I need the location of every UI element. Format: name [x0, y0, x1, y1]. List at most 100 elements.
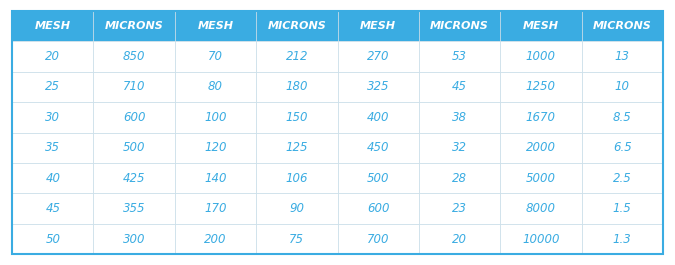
Text: 6.5: 6.5	[613, 141, 632, 154]
Bar	[338, 163, 418, 193]
Text: 30: 30	[45, 111, 60, 124]
Bar	[256, 193, 338, 224]
Text: 150: 150	[286, 111, 308, 124]
Bar	[338, 41, 418, 72]
Bar	[12, 163, 93, 193]
Text: MICRONS: MICRONS	[267, 21, 326, 31]
Bar	[418, 132, 500, 163]
Bar	[418, 72, 500, 102]
Text: 53: 53	[452, 50, 467, 63]
Text: MESH: MESH	[523, 21, 559, 31]
Bar	[500, 132, 581, 163]
Text: MESH: MESH	[35, 21, 71, 31]
Text: 1.3: 1.3	[613, 233, 632, 246]
Text: 2000: 2000	[526, 141, 556, 154]
Text: 700: 700	[367, 233, 389, 246]
Bar	[256, 224, 338, 254]
Text: 10000: 10000	[522, 233, 560, 246]
Bar	[338, 132, 418, 163]
Bar	[581, 163, 663, 193]
Bar	[12, 102, 93, 132]
Text: 1250: 1250	[526, 80, 556, 93]
Text: 500: 500	[123, 141, 145, 154]
Text: 355: 355	[123, 202, 145, 215]
Text: 125: 125	[286, 141, 308, 154]
Text: MESH: MESH	[198, 21, 234, 31]
Text: 170: 170	[205, 202, 227, 215]
Bar	[500, 163, 581, 193]
Text: MICRONS: MICRONS	[593, 21, 651, 31]
Text: 23: 23	[452, 202, 467, 215]
Bar	[175, 11, 256, 41]
Bar	[175, 224, 256, 254]
Text: 35: 35	[45, 141, 60, 154]
Bar	[338, 193, 418, 224]
Text: 90: 90	[290, 202, 304, 215]
Text: 13: 13	[615, 50, 630, 63]
Text: 75: 75	[290, 233, 304, 246]
Bar	[418, 41, 500, 72]
Text: MESH: MESH	[360, 21, 396, 31]
Bar	[12, 193, 93, 224]
Text: 120: 120	[205, 141, 227, 154]
Bar	[175, 193, 256, 224]
Bar	[256, 102, 338, 132]
Text: 32: 32	[452, 141, 467, 154]
Bar	[581, 224, 663, 254]
Text: 270: 270	[367, 50, 389, 63]
Text: 106: 106	[286, 172, 308, 185]
Text: 450: 450	[367, 141, 389, 154]
Bar	[418, 163, 500, 193]
Bar	[93, 72, 175, 102]
Text: 45: 45	[452, 80, 467, 93]
Bar	[256, 132, 338, 163]
Text: 20: 20	[45, 50, 60, 63]
Text: MICRONS: MICRONS	[105, 21, 163, 31]
Bar	[93, 11, 175, 41]
Text: 28: 28	[452, 172, 467, 185]
Bar	[256, 41, 338, 72]
Text: 38: 38	[452, 111, 467, 124]
Text: 70: 70	[208, 50, 223, 63]
Text: 25: 25	[45, 80, 60, 93]
Text: 300: 300	[123, 233, 145, 246]
Bar	[93, 102, 175, 132]
Bar	[175, 41, 256, 72]
Bar	[175, 102, 256, 132]
Bar	[256, 72, 338, 102]
Bar	[500, 102, 581, 132]
Text: 20: 20	[452, 233, 467, 246]
Bar	[581, 132, 663, 163]
Bar	[500, 224, 581, 254]
Bar	[93, 193, 175, 224]
Bar	[581, 11, 663, 41]
Text: 600: 600	[123, 111, 145, 124]
Bar	[418, 224, 500, 254]
Bar	[338, 224, 418, 254]
Bar	[338, 11, 418, 41]
Bar	[93, 163, 175, 193]
Text: 710: 710	[123, 80, 145, 93]
Text: 5000: 5000	[526, 172, 556, 185]
Bar	[12, 11, 93, 41]
Bar	[12, 72, 93, 102]
Text: 1000: 1000	[526, 50, 556, 63]
Bar	[12, 41, 93, 72]
Bar	[500, 11, 581, 41]
Text: 600: 600	[367, 202, 389, 215]
Bar	[338, 72, 418, 102]
Bar	[500, 72, 581, 102]
Bar	[12, 132, 93, 163]
Text: 2.5: 2.5	[613, 172, 632, 185]
Bar	[338, 102, 418, 132]
Bar	[93, 224, 175, 254]
Text: 425: 425	[123, 172, 145, 185]
Text: 1.5: 1.5	[613, 202, 632, 215]
Text: 400: 400	[367, 111, 389, 124]
Bar	[500, 193, 581, 224]
Bar	[500, 41, 581, 72]
Text: MICRONS: MICRONS	[430, 21, 489, 31]
Text: 8.5: 8.5	[613, 111, 632, 124]
Bar	[175, 163, 256, 193]
Bar	[256, 163, 338, 193]
